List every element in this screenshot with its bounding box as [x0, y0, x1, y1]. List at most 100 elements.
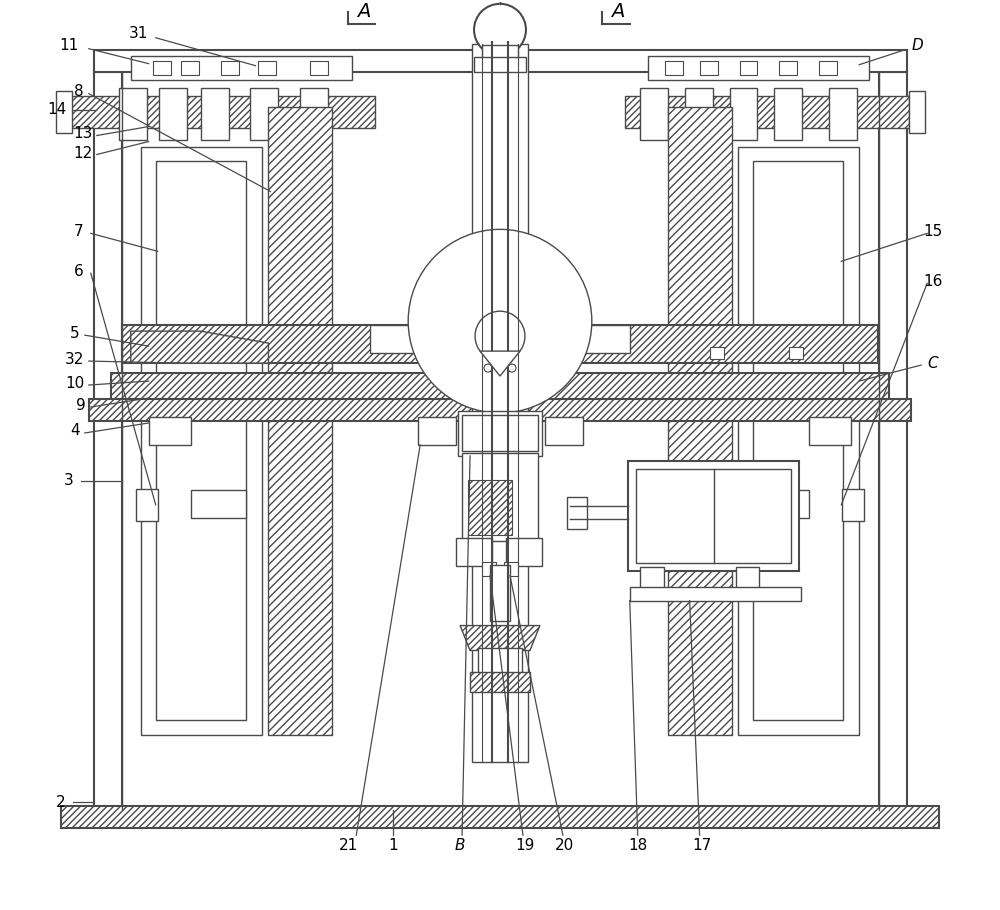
Text: 15: 15 [924, 224, 943, 238]
Text: 5: 5 [70, 326, 80, 340]
Bar [250, 87, 278, 139]
Bar [730, 87, 757, 139]
Bar [474, 56, 526, 72]
Text: B: B [455, 837, 465, 853]
Bar [66, 96, 375, 127]
Bar [310, 61, 328, 75]
Bar [700, 61, 718, 75]
Bar [131, 56, 352, 80]
Bar [141, 147, 262, 735]
Text: 6: 6 [74, 264, 84, 278]
Circle shape [508, 364, 516, 372]
Text: C: C [928, 356, 938, 370]
Polygon shape [460, 625, 540, 651]
Bar [490, 565, 510, 621]
Circle shape [408, 229, 592, 413]
Text: 31: 31 [129, 26, 148, 41]
Bar [119, 87, 147, 139]
Bar [159, 87, 187, 139]
Bar [122, 325, 878, 363]
Bar [545, 417, 583, 445]
Bar [482, 561, 496, 576]
Text: 8: 8 [74, 84, 84, 99]
Bar [753, 161, 843, 721]
Text: 18: 18 [628, 837, 647, 853]
Text: 21: 21 [339, 837, 358, 853]
Bar [567, 497, 587, 529]
Text: A: A [611, 3, 624, 21]
Bar [789, 347, 803, 359]
Bar [809, 417, 851, 445]
Bar [221, 347, 235, 359]
Bar [136, 489, 158, 521]
Bar [625, 96, 909, 127]
Circle shape [475, 311, 525, 361]
Bar [506, 538, 542, 566]
Bar [636, 469, 791, 562]
Text: 4: 4 [70, 423, 80, 439]
Text: 16: 16 [923, 274, 943, 288]
Bar [740, 61, 757, 75]
Bar [94, 50, 907, 72]
Bar [640, 567, 664, 591]
Text: 10: 10 [65, 376, 84, 390]
Text: 12: 12 [73, 146, 92, 161]
Bar [504, 561, 518, 576]
Bar [468, 480, 512, 535]
Bar [56, 91, 72, 133]
Bar [842, 489, 864, 521]
Text: 1: 1 [388, 837, 398, 853]
Polygon shape [480, 351, 520, 376]
Bar [879, 72, 907, 810]
Bar [738, 147, 859, 735]
Bar [640, 87, 668, 139]
Bar [201, 87, 229, 139]
Text: 13: 13 [73, 126, 93, 141]
Text: 19: 19 [515, 837, 535, 853]
Bar [628, 460, 799, 571]
Bar [176, 347, 190, 359]
Text: 3: 3 [64, 473, 74, 489]
Text: 20: 20 [555, 837, 574, 853]
Bar [774, 87, 802, 139]
Bar [300, 87, 328, 139]
Text: 17: 17 [692, 837, 711, 853]
Bar [111, 373, 889, 401]
Bar [181, 61, 199, 75]
Bar [710, 347, 724, 359]
Bar [472, 44, 528, 763]
Bar [156, 161, 246, 721]
Text: 11: 11 [59, 38, 78, 53]
Bar [478, 648, 522, 675]
Text: 14: 14 [47, 102, 67, 117]
Bar [191, 490, 246, 518]
Text: A: A [357, 3, 370, 21]
Bar [470, 672, 530, 693]
Bar [754, 490, 809, 518]
Bar [258, 61, 276, 75]
Bar [630, 587, 801, 601]
Bar [736, 567, 759, 591]
Bar [685, 87, 713, 139]
Bar [94, 72, 122, 810]
Bar [668, 106, 732, 735]
Bar [829, 87, 857, 139]
Bar [149, 417, 191, 445]
Bar [458, 411, 542, 456]
Bar [153, 61, 171, 75]
Bar [462, 453, 538, 541]
Bar [909, 91, 925, 133]
Bar [665, 61, 683, 75]
Bar [819, 61, 837, 75]
Bar [89, 399, 911, 421]
Bar [462, 415, 538, 451]
Bar [61, 806, 939, 828]
Bar [221, 61, 239, 75]
Bar [779, 61, 797, 75]
Polygon shape [131, 331, 268, 363]
Bar [268, 106, 332, 735]
Text: 9: 9 [76, 399, 86, 413]
Bar [482, 45, 518, 60]
Circle shape [474, 4, 526, 56]
Bar [370, 325, 630, 353]
